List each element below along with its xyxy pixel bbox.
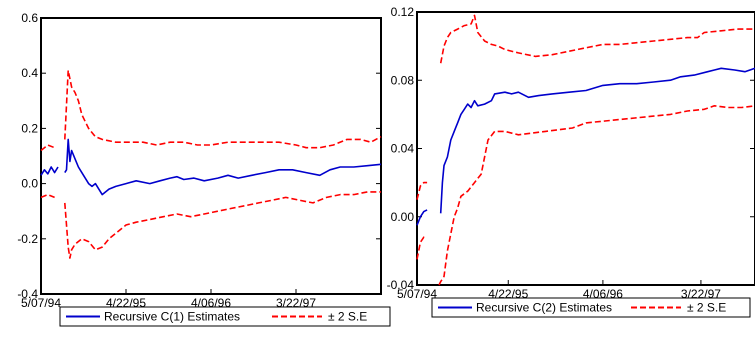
y-tick-label: 0.4: [21, 66, 38, 80]
legend-label-1: Recursive C(2) Estimates: [476, 301, 612, 315]
series-line-3: [416, 105, 755, 286]
y-tick-label: 0.08: [391, 73, 415, 87]
legend-box: [431, 297, 751, 318]
legend: Recursive C(2) Estimates ± 2 S.E: [431, 297, 751, 318]
x-tick-label: 5/07/94: [397, 287, 437, 301]
legend-label-2: ± 2 S.E: [687, 301, 726, 315]
legend: Recursive C(1) Estimates ± 2 S.E: [59, 306, 391, 327]
series-line-2: [416, 14, 755, 200]
y-tick-label: 0.2: [21, 121, 38, 135]
legend-label-2: ± 2 S.E: [328, 310, 367, 324]
legend-label-1: Recursive C(1) Estimates: [104, 310, 240, 324]
legend-box: [59, 306, 391, 327]
y-tick-label: -0.04: [387, 278, 415, 292]
y-tick-label: 0.0: [21, 177, 38, 191]
y-tick-label: 0.04: [391, 142, 415, 156]
y-tick-label: 0.12: [391, 5, 415, 19]
series-line-3: [40, 191, 381, 259]
chart-1: -0.4-0.20.00.20.40.65/07/94 4/22/95 4/06/9…: [17, 11, 391, 327]
plot-frame: [416, 11, 755, 286]
x-tick-label: 5/07/94: [21, 296, 61, 310]
series-line-2: [40, 69, 382, 152]
y-tick-label: -0.2: [17, 232, 38, 246]
plot-frame: [40, 17, 382, 295]
chart-2: -0.040.000.040.080.125/07/94 4/22/95 4/06/…: [387, 5, 755, 318]
series-line-1: [416, 67, 755, 226]
y-tick-label: -0.4: [17, 287, 38, 301]
y-tick-label: 0.6: [21, 11, 38, 25]
y-tick-label: 0.00: [391, 210, 415, 224]
series-line-1: [40, 138, 382, 196]
